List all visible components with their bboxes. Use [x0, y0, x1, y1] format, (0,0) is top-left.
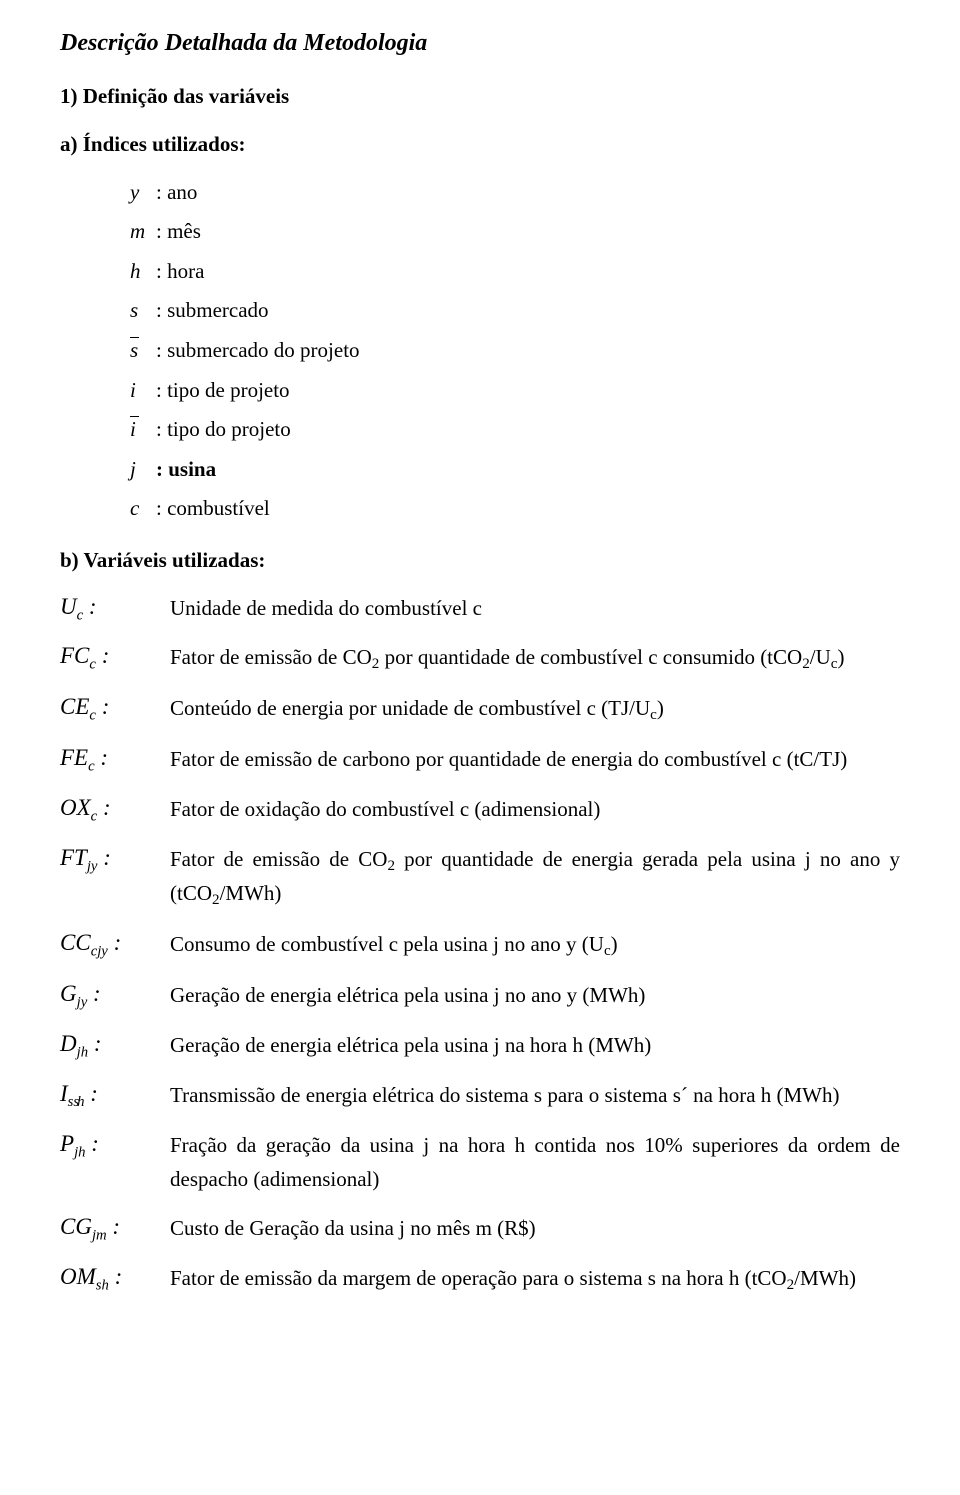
var-desc: Transmissão de energia elétrica do siste…	[170, 1079, 900, 1113]
index-desc-text: : usina	[156, 457, 216, 481]
var-row-CGjm: CGjm : Custo de Geração da usina j no mê…	[60, 1212, 900, 1246]
var-row-Uc: Uc : Unidade de medida do combustível c	[60, 592, 900, 626]
var-symbol: FEc :	[60, 743, 170, 777]
index-desc: : tipo do projeto	[156, 413, 291, 447]
var-row-Gjy: Gjy : Geração de energia elétrica pela u…	[60, 979, 900, 1013]
var-desc: Fator de emissão de CO2 por quantidade d…	[170, 843, 900, 913]
var-symbol: CGjm :	[60, 1212, 170, 1246]
index-symbol-s: s	[130, 294, 156, 328]
index-desc: : submercado	[156, 294, 269, 328]
index-symbol-y: y	[130, 176, 156, 210]
index-row: j : usina	[130, 453, 900, 487]
var-row-Issh: Iss′h : Transmissão de energia elétrica …	[60, 1079, 900, 1113]
var-symbol: CEc :	[60, 692, 170, 726]
var-symbol: OXc :	[60, 793, 170, 827]
var-row-FEc: FEc : Fator de emissão de carbono por qu…	[60, 743, 900, 777]
var-row-FTjy: FTjy : Fator de emissão de CO2 por quant…	[60, 843, 900, 913]
index-symbol-sbar: s	[130, 334, 156, 368]
index-row: m : mês	[130, 215, 900, 249]
index-desc: : tipo de projeto	[156, 374, 290, 408]
index-list: y : ano m : mês h : hora s : submercado …	[130, 176, 900, 526]
var-row-CCcjy: CCcjy : Consumo de combustível c pela us…	[60, 928, 900, 963]
index-desc: : hora	[156, 255, 204, 289]
index-symbol-ibar: i	[130, 413, 156, 447]
var-symbol: Iss′h :	[60, 1079, 170, 1113]
var-row-FCc: FCc : Fator de emissão de CO2 por quanti…	[60, 641, 900, 676]
index-desc: : combustível	[156, 492, 270, 526]
index-symbol-i: i	[130, 374, 156, 408]
var-symbol: CCcjy :	[60, 928, 170, 962]
index-symbol-c: c	[130, 492, 156, 526]
var-desc: Fator de oxidação do combustível c (adim…	[170, 793, 900, 827]
index-desc: : ano	[156, 176, 197, 210]
index-row: h : hora	[130, 255, 900, 289]
var-desc: Fator de emissão da margem de operação p…	[170, 1262, 900, 1297]
index-row: s : submercado	[130, 294, 900, 328]
var-desc: Geração de energia elétrica pela usina j…	[170, 1029, 900, 1063]
var-desc: Fator de emissão de carbono por quantida…	[170, 743, 900, 777]
var-desc: Fator de emissão de CO2 por quantidade d…	[170, 641, 900, 676]
index-symbol-m: m	[130, 215, 156, 249]
var-symbol: Gjy :	[60, 979, 170, 1013]
var-desc: Unidade de medida do combustível c	[170, 592, 900, 626]
index-desc: : submercado do projeto	[156, 334, 360, 368]
subsection-b: b) Variáveis utilizadas:	[60, 544, 900, 578]
var-desc: Conteúdo de energia por unidade de combu…	[170, 692, 900, 727]
index-row: c : combustível	[130, 492, 900, 526]
variable-table: Uc : Unidade de medida do combustível c …	[60, 592, 900, 1313]
index-row: y : ano	[130, 176, 900, 210]
var-row-OMsh: OMsh : Fator de emissão da margem de ope…	[60, 1262, 900, 1297]
var-symbol: Uc :	[60, 592, 170, 626]
var-desc: Geração de energia elétrica pela usina j…	[170, 979, 900, 1013]
var-row-CEc: CEc : Conteúdo de energia por unidade de…	[60, 692, 900, 727]
var-row-Djh: Djh : Geração de energia elétrica pela u…	[60, 1029, 900, 1063]
index-row: s : submercado do projeto	[130, 334, 900, 368]
var-symbol: FCc :	[60, 641, 170, 675]
var-symbol: OMsh :	[60, 1262, 170, 1296]
index-desc: : usina	[156, 453, 216, 487]
var-symbol: Pjh :	[60, 1129, 170, 1163]
index-row: i : tipo do projeto	[130, 413, 900, 447]
var-symbol: FTjy :	[60, 843, 170, 877]
var-row-Pjh: Pjh : Fração da geração da usina j na ho…	[60, 1129, 900, 1196]
subsection-1: 1) Definição das variáveis	[60, 80, 900, 114]
index-row: i : tipo de projeto	[130, 374, 900, 408]
var-desc: Consumo de combustível c pela usina j no…	[170, 928, 900, 963]
index-symbol-h: h	[130, 255, 156, 289]
index-desc: : mês	[156, 215, 201, 249]
var-row-OXc: OXc : Fator de oxidação do combustível c…	[60, 793, 900, 827]
var-symbol: Djh :	[60, 1029, 170, 1063]
section-title: Descrição Detalhada da Metodologia	[60, 24, 900, 62]
var-desc: Fração da geração da usina j na hora h c…	[170, 1129, 900, 1196]
var-desc: Custo de Geração da usina j no mês m (R$…	[170, 1212, 900, 1246]
subsection-a: a) Índices utilizados:	[60, 128, 900, 162]
index-symbol-j: j	[130, 453, 156, 487]
